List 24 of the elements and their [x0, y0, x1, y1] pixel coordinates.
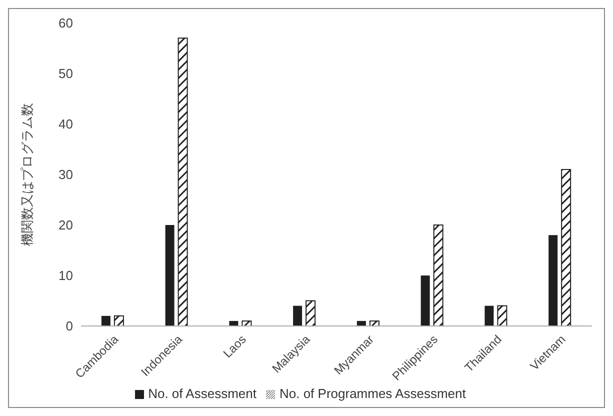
bar [306, 300, 316, 326]
y-tick-label: 0 [66, 318, 73, 334]
y-tick-label: 10 [58, 268, 73, 284]
bar [101, 316, 110, 326]
bar [242, 320, 252, 326]
y-tick-label: 30 [58, 167, 73, 182]
bar [548, 235, 558, 326]
bar [497, 305, 508, 326]
bar [293, 306, 302, 326]
y-tick-label: 20 [58, 218, 73, 233]
bar [165, 225, 174, 326]
legend-label: No. of Assessment [148, 386, 256, 401]
y-tick-label: 60 [58, 16, 73, 31]
bar [433, 224, 444, 326]
legend-label: No. of Programmes Assessment [279, 386, 466, 401]
y-axis-title: 機関数又はプログラム数 [20, 103, 36, 246]
bar [369, 320, 380, 326]
bar [420, 276, 430, 326]
y-tick-label: 50 [58, 66, 73, 82]
bar [114, 315, 124, 326]
bar [561, 168, 572, 326]
y-tick-label: 40 [58, 116, 73, 132]
bar [484, 306, 494, 326]
bar [178, 38, 188, 326]
